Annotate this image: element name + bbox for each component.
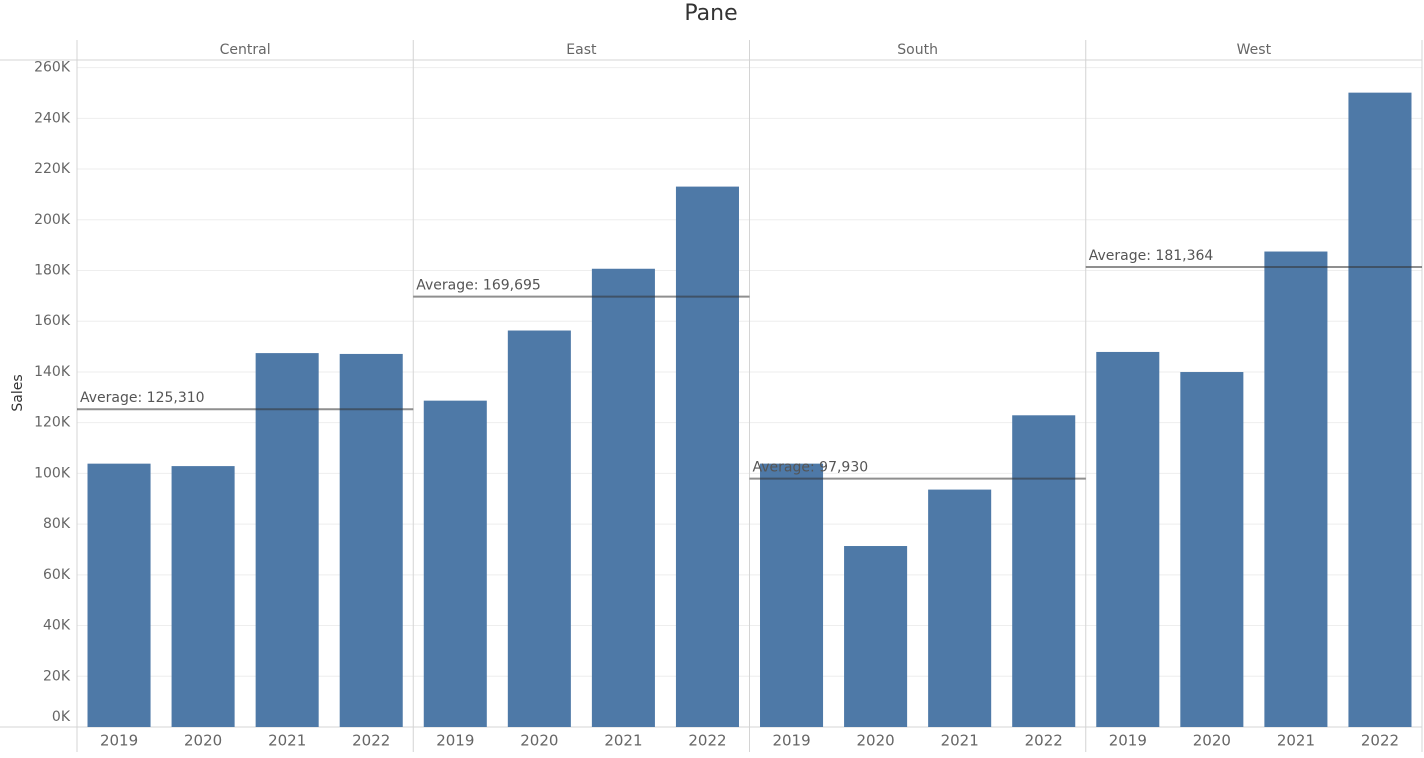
x-tick-label: 2020 xyxy=(520,732,558,750)
x-tick-label: 2022 xyxy=(1025,732,1063,750)
y-tick-label: 120K xyxy=(34,415,71,431)
facet-label: Central xyxy=(220,42,271,58)
bar xyxy=(1180,372,1244,727)
y-axis-label: Sales xyxy=(10,374,26,411)
x-tick-label: 2021 xyxy=(268,732,306,750)
y-tick-label: 220K xyxy=(34,161,71,177)
bar xyxy=(760,463,824,727)
y-tick-label: 180K xyxy=(34,262,71,278)
bar xyxy=(675,186,739,727)
facet-label: East xyxy=(566,42,597,58)
bar xyxy=(928,489,992,727)
bar xyxy=(844,546,908,727)
bar xyxy=(1348,92,1412,727)
bar xyxy=(255,353,319,727)
x-tick-label: 2019 xyxy=(772,732,810,750)
y-tick-label: 40K xyxy=(43,618,71,634)
x-tick-label: 2021 xyxy=(604,732,642,750)
y-tick-label: 260K xyxy=(34,60,71,76)
bar xyxy=(1264,251,1328,728)
x-tick-label: 2019 xyxy=(100,732,138,750)
y-tick-label: 0K xyxy=(52,709,71,725)
x-tick-label: 2021 xyxy=(1277,732,1315,750)
bar xyxy=(423,400,487,727)
bar xyxy=(1096,351,1160,727)
x-tick-label: 2020 xyxy=(184,732,222,750)
y-tick-label: 200K xyxy=(34,212,71,228)
x-tick-label: 2022 xyxy=(688,732,726,750)
reference-label: Average: 125,310 xyxy=(80,390,205,406)
reference-label: Average: 169,695 xyxy=(416,278,541,294)
bar xyxy=(87,463,151,727)
x-tick-label: 2019 xyxy=(436,732,474,750)
chart-title: Pane xyxy=(684,1,737,26)
bar xyxy=(171,466,235,727)
x-tick-label: 2020 xyxy=(857,732,895,750)
bar xyxy=(1012,415,1076,727)
facet-label: South xyxy=(897,42,938,58)
reference-label: Average: 181,364 xyxy=(1089,248,1214,264)
bar xyxy=(507,330,571,727)
y-tick-label: 20K xyxy=(43,668,71,684)
y-tick-label: 140K xyxy=(34,364,71,380)
reference-label: Average: 97,930 xyxy=(753,460,869,476)
bar xyxy=(339,353,403,727)
y-tick-label: 80K xyxy=(43,516,71,532)
x-tick-label: 2019 xyxy=(1109,732,1147,750)
x-tick-label: 2021 xyxy=(941,732,979,750)
facet-label: West xyxy=(1237,42,1272,58)
y-tick-label: 160K xyxy=(34,313,71,329)
x-tick-label: 2020 xyxy=(1193,732,1231,750)
y-tick-label: 100K xyxy=(34,465,71,481)
x-tick-label: 2022 xyxy=(352,732,390,750)
x-tick-label: 2022 xyxy=(1361,732,1399,750)
y-tick-label: 240K xyxy=(34,110,71,126)
y-tick-label: 60K xyxy=(43,567,71,583)
bar xyxy=(591,268,655,727)
